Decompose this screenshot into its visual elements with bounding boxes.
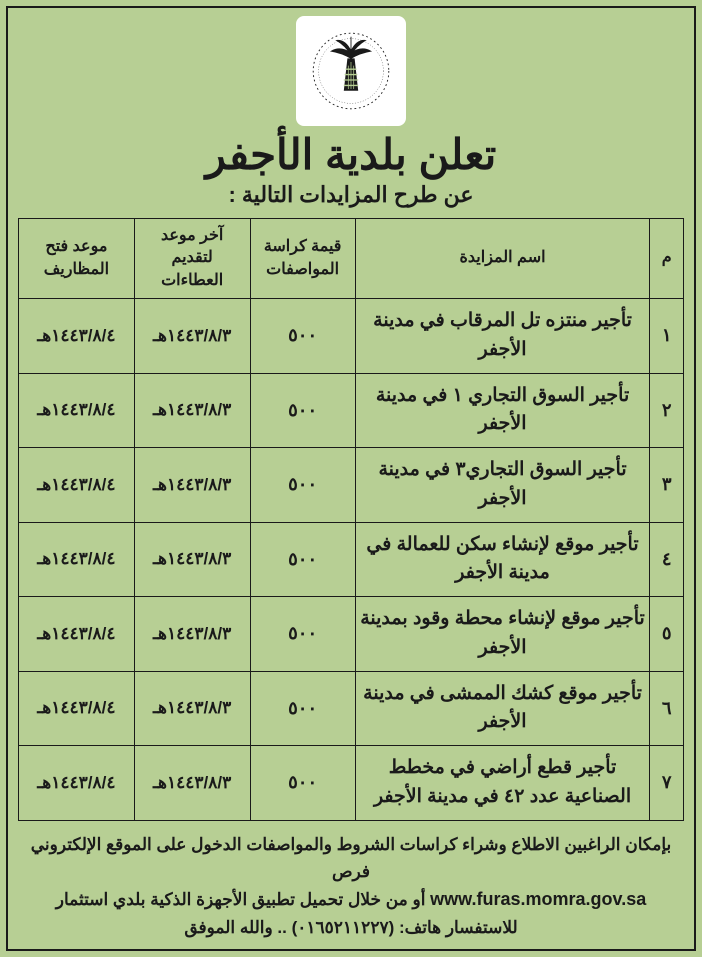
row-index: ٢ — [650, 373, 684, 447]
phone-number: ٠١٦٥٢١١٢٢٧ — [297, 918, 388, 937]
spec-price: ٥٠٠ — [250, 299, 355, 373]
auction-name: تأجير السوق التجاري ١ في مدينة الأجفر — [355, 373, 650, 447]
envelope-open-date: ١٤٤٣/٨/٤هـ — [19, 597, 135, 671]
row-index: ٦ — [650, 671, 684, 745]
row-index: ٣ — [650, 448, 684, 522]
main-title: تعلن بلدية الأجفر — [18, 134, 684, 176]
municipality-logo — [296, 16, 406, 126]
table-row: ٢تأجير السوق التجاري ١ في مدينة الأجفر٥٠… — [19, 373, 684, 447]
table-row: ٣تأجير السوق التجاري٣ في مدينة الأجفر٥٠٠… — [19, 448, 684, 522]
bid-deadline: ١٤٤٣/٨/٣هـ — [134, 522, 250, 596]
auction-name: تأجير موقع لإنشاء محطة وقود بمدينة الأجف… — [355, 597, 650, 671]
auction-name: تأجير منتزه تل المرقاب في مدينة الأجفر — [355, 299, 650, 373]
col-spec-price: قيمة كراسة المواصفات — [250, 219, 355, 299]
col-envelope-open: موعد فتح المظاريف — [19, 219, 135, 299]
footer-block: بإمكان الراغبين الاطلاع وشراء كراسات الش… — [18, 831, 684, 941]
bid-deadline: ١٤٤٣/٨/٣هـ — [134, 746, 250, 821]
bid-deadline: ١٤٤٣/٨/٣هـ — [134, 671, 250, 745]
footer-line2-text: أو من خلال تحميل تطبيق الأجهزة الذكية بل… — [56, 890, 430, 909]
auctions-table: م اسم المزايدة قيمة كراسة المواصفات آخر … — [18, 218, 684, 821]
table-row: ٤تأجير موقع لإنشاء سكن للعمالة في مدينة … — [19, 522, 684, 596]
spec-price: ٥٠٠ — [250, 597, 355, 671]
footer-line2: www.furas.momra.gov.sa أو من خلال تحميل … — [18, 885, 684, 914]
envelope-open-date: ١٤٤٣/٨/٤هـ — [19, 373, 135, 447]
row-index: ١ — [650, 299, 684, 373]
envelope-open-date: ١٤٤٣/٨/٤هـ — [19, 671, 135, 745]
inner-frame: تعلن بلدية الأجفر عن طرح المزايدات التال… — [6, 6, 696, 951]
bid-deadline: ١٤٤٣/٨/٣هـ — [134, 373, 250, 447]
palm-logo-icon — [306, 26, 396, 116]
footer-line3: للاستفسار هاتف: (٠١٦٥٢١١٢٢٧) .. والله ال… — [18, 914, 684, 941]
spec-price: ٥٠٠ — [250, 448, 355, 522]
spec-price: ٥٠٠ — [250, 746, 355, 821]
auction-name: تأجير قطع أراضي في مخطط الصناعية عدد ٤٢ … — [355, 746, 650, 821]
spec-price: ٥٠٠ — [250, 522, 355, 596]
spec-price: ٥٠٠ — [250, 671, 355, 745]
footer-closing: ) .. والله الموفق — [184, 918, 297, 937]
bid-deadline: ١٤٤٣/٨/٣هـ — [134, 597, 250, 671]
bid-deadline: ١٤٤٣/٨/٣هـ — [134, 448, 250, 522]
subtitle: عن طرح المزايدات التالية : — [18, 182, 684, 208]
footer-line1: بإمكان الراغبين الاطلاع وشراء كراسات الش… — [18, 831, 684, 885]
website-url: www.furas.momra.gov.sa — [430, 889, 646, 909]
table-header-row: م اسم المزايدة قيمة كراسة المواصفات آخر … — [19, 219, 684, 299]
inquiry-label: للاستفسار هاتف: ( — [389, 918, 518, 937]
envelope-open-date: ١٤٤٣/٨/٤هـ — [19, 746, 135, 821]
envelope-open-date: ١٤٤٣/٨/٤هـ — [19, 448, 135, 522]
table-row: ٥تأجير موقع لإنشاء محطة وقود بمدينة الأج… — [19, 597, 684, 671]
envelope-open-date: ١٤٤٣/٨/٤هـ — [19, 299, 135, 373]
auction-name: تأجير موقع كشك الممشى في مدينة الأجفر — [355, 671, 650, 745]
table-row: ٦تأجير موقع كشك الممشى في مدينة الأجفر٥٠… — [19, 671, 684, 745]
row-index: ٧ — [650, 746, 684, 821]
col-index: م — [650, 219, 684, 299]
envelope-open-date: ١٤٤٣/٨/٤هـ — [19, 522, 135, 596]
row-index: ٤ — [650, 522, 684, 596]
announcement-page: تعلن بلدية الأجفر عن طرح المزايدات التال… — [0, 0, 702, 957]
auction-name: تأجير موقع لإنشاء سكن للعمالة في مدينة ا… — [355, 522, 650, 596]
row-index: ٥ — [650, 597, 684, 671]
logo-container — [18, 16, 684, 126]
spec-price: ٥٠٠ — [250, 373, 355, 447]
table-row: ٧تأجير قطع أراضي في مخطط الصناعية عدد ٤٢… — [19, 746, 684, 821]
auction-name: تأجير السوق التجاري٣ في مدينة الأجفر — [355, 448, 650, 522]
col-auction-name: اسم المزايدة — [355, 219, 650, 299]
col-bid-deadline: آخر موعد لتقديم العطاءات — [134, 219, 250, 299]
bid-deadline: ١٤٤٣/٨/٣هـ — [134, 299, 250, 373]
table-row: ١تأجير منتزه تل المرقاب في مدينة الأجفر٥… — [19, 299, 684, 373]
